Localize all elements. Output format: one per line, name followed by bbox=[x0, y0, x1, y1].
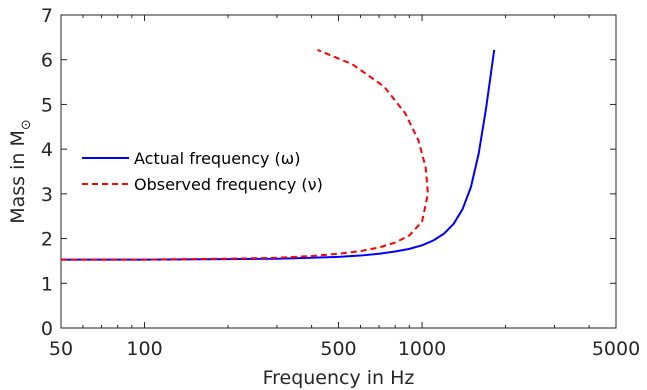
x-tick-label: 1000 bbox=[398, 338, 446, 360]
x-tick-label: 500 bbox=[320, 338, 356, 360]
y-tick-label: 5 bbox=[41, 94, 53, 116]
legend: Actual frequency (ω) Observed frequency (… bbox=[82, 149, 323, 194]
y-tick-label: 1 bbox=[41, 273, 53, 295]
y-tick-label: 6 bbox=[41, 50, 53, 72]
y-axis-title-subscript: ⊙ bbox=[19, 119, 34, 130]
x-tick-label: 5000 bbox=[592, 338, 640, 360]
y-tick-label: 4 bbox=[41, 139, 53, 161]
series-line bbox=[61, 48, 429, 261]
x-tick-label: 50 bbox=[49, 338, 73, 360]
plot-area bbox=[60, 14, 617, 329]
y-tick-label: 0 bbox=[41, 318, 53, 340]
y-axis-title: Mass in M⊙ bbox=[7, 119, 34, 224]
axes: 50 100 500 1000 5000 0 1 2 3 4 5 6 7 bbox=[41, 5, 640, 360]
y-tick-label: 7 bbox=[41, 5, 53, 27]
y-axis-title-main: Mass in M bbox=[7, 130, 29, 224]
y-tick-label: 2 bbox=[41, 229, 53, 251]
y-tick-label: 3 bbox=[41, 184, 53, 206]
x-tick-label: 100 bbox=[126, 338, 162, 360]
legend-label: Actual frequency (ω) bbox=[134, 149, 300, 168]
x-axis-title: Frequency in Hz bbox=[263, 367, 415, 389]
legend-label: Observed frequency (ν) bbox=[134, 175, 323, 194]
series-lines bbox=[61, 48, 496, 261]
